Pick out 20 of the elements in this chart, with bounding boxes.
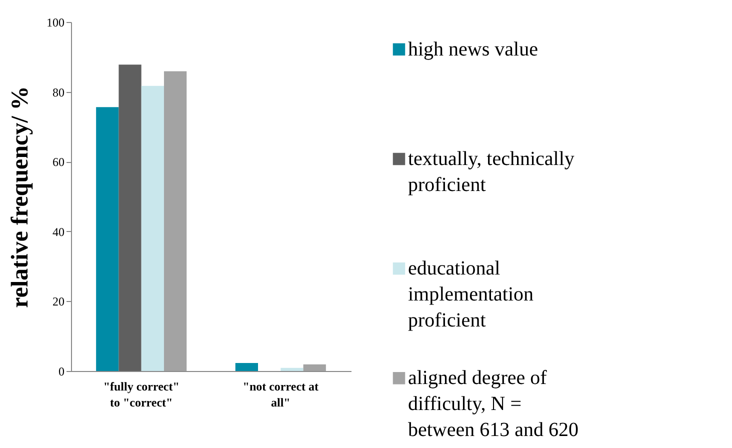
legend-label: educational implementation proficient — [408, 258, 534, 332]
bar — [118, 64, 142, 371]
bar — [96, 107, 119, 371]
y-tick-label: 20 — [52, 294, 64, 309]
bar — [235, 362, 258, 371]
bar — [141, 86, 164, 371]
x-tick-label: "fully correct" to "correct" — [103, 380, 180, 410]
y-tick-label: 80 — [52, 85, 64, 100]
legend-label: aligned degree of difficulty, N = between 613 and 620 — [408, 367, 579, 442]
y-tick-label: 40 — [52, 224, 64, 239]
y-axis-title: relative frequency/ % — [8, 86, 34, 308]
y-tick-label: 0 — [58, 364, 64, 378]
legend-label: high news value — [408, 38, 538, 60]
y-tick-label: 60 — [52, 155, 64, 170]
bar — [303, 364, 326, 371]
y-tick-label: 100 — [46, 16, 64, 30]
x-tick-label: "not correct at all" — [242, 380, 319, 410]
bar — [164, 71, 187, 371]
bar — [280, 368, 304, 371]
legend-label: textually, technically proficient — [408, 148, 574, 196]
